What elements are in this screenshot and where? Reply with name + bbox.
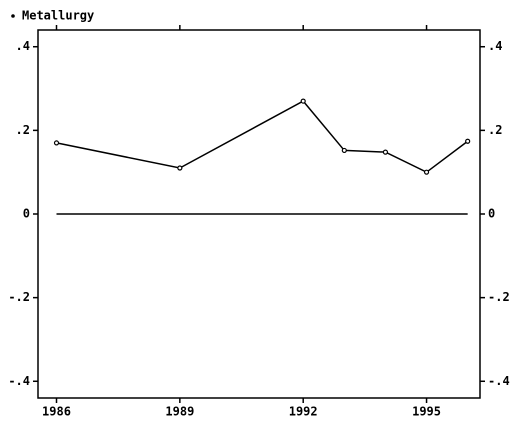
y2-tick-label: .4 [488,39,502,53]
legend-marker [11,14,15,18]
point [177,165,183,171]
y-tick-label: .2 [16,123,30,137]
y2-tick-label: 0 [488,207,495,221]
y-tick-label: -.4 [8,374,30,388]
x-tick-label: 1995 [412,405,441,419]
point [300,98,306,104]
point [53,140,60,146]
y2-tick-label: .2 [488,123,502,137]
x-tick-label: 1989 [165,405,194,419]
point [465,138,471,144]
x-tick-label: 1986 [42,405,71,419]
legend-label: Metallurgy [22,9,94,23]
y-tick-label: .4 [16,39,30,53]
series-line [56,100,469,174]
y-tick-label: -.2 [8,290,30,304]
y2-tick-label: -.4 [488,374,510,388]
point [423,169,430,175]
point [341,147,347,154]
point [382,149,389,155]
x-tick-label: 1992 [289,405,318,419]
y-tick-label: 0 [23,207,30,221]
y2-tick-label: -.2 [488,290,510,304]
